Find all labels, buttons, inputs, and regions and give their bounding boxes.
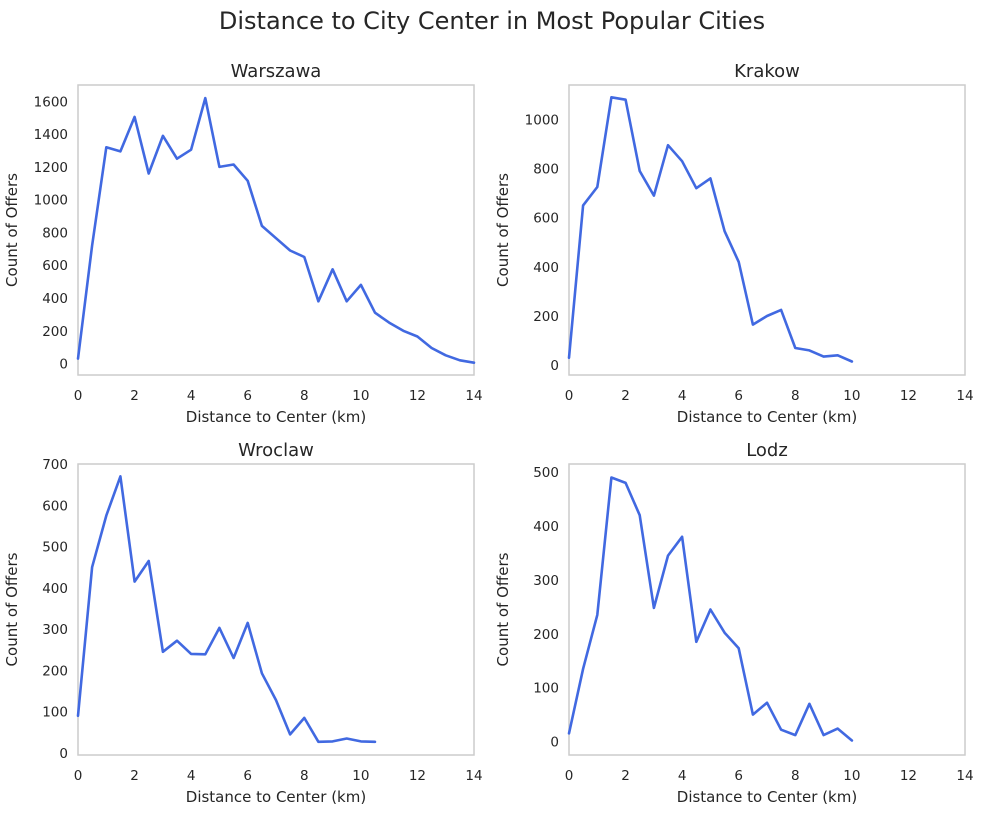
y-tick-label: 0	[59, 357, 68, 373]
x-tick-label: 14	[956, 388, 973, 404]
x-tick-label: 14	[465, 768, 482, 784]
y-tick-label: 1200	[34, 160, 68, 176]
x-tick-label: 12	[409, 388, 426, 404]
x-tick-label: 2	[621, 388, 630, 404]
x-tick-label: 6	[243, 768, 252, 784]
x-axis-label: Distance to Center (km)	[677, 788, 857, 806]
x-tick-label: 4	[187, 768, 196, 784]
x-tick-label: 0	[74, 768, 83, 784]
y-axis-label: Count of Offers	[494, 552, 512, 666]
y-tick-label: 500	[42, 540, 68, 556]
series-line	[76, 475, 377, 744]
plot-area	[568, 463, 966, 756]
x-tick-label: 8	[300, 768, 309, 784]
panel-warszawa: Warszawa Distance to Center (km) Count o…	[3, 61, 483, 426]
x-tick-label: 10	[352, 768, 369, 784]
y-tick-label: 1600	[34, 94, 68, 110]
x-tick-label: 4	[678, 388, 687, 404]
plot-area	[568, 84, 966, 376]
x-tick-label: 0	[565, 388, 574, 404]
figure-title: Distance to City Center in Most Popular …	[219, 7, 765, 35]
plot-area	[77, 84, 475, 376]
panel-krakow: Krakow Distance to Center (km) Count of …	[494, 61, 974, 426]
y-tick-label: 700	[42, 457, 68, 473]
x-axis-label: Distance to Center (km)	[677, 408, 857, 426]
x-tick-label: 10	[843, 388, 860, 404]
y-axis-label: Count of Offers	[3, 552, 21, 666]
panel-title: Lodz	[746, 440, 788, 461]
x-tick-label: 14	[956, 768, 973, 784]
y-tick-label: 100	[42, 705, 68, 721]
x-tick-label: 12	[900, 768, 917, 784]
y-axis-label: Count of Offers	[494, 173, 512, 287]
x-tick-label: 8	[300, 388, 309, 404]
x-tick-label: 10	[843, 768, 860, 784]
y-tick-label: 200	[42, 324, 68, 340]
x-tick-label: 8	[791, 768, 800, 784]
y-tick-label: 300	[42, 622, 68, 638]
plot-area	[77, 463, 475, 756]
y-tick-label: 0	[59, 746, 68, 762]
y-tick-label: 600	[533, 211, 559, 227]
y-tick-label: 1000	[525, 112, 559, 128]
y-tick-label: 500	[533, 465, 559, 481]
y-tick-label: 400	[533, 519, 559, 535]
x-axis-label: Distance to Center (km)	[186, 788, 366, 806]
y-tick-label: 200	[42, 663, 68, 679]
y-tick-label: 100	[533, 681, 559, 697]
x-tick-label: 2	[130, 388, 139, 404]
y-tick-label: 300	[533, 573, 559, 589]
x-axis-label: Distance to Center (km)	[186, 408, 366, 426]
x-tick-label: 2	[130, 768, 139, 784]
x-tick-label: 8	[791, 388, 800, 404]
y-tick-label: 200	[533, 309, 559, 325]
panel-title: Warszawa	[231, 61, 322, 82]
x-tick-label: 0	[74, 388, 83, 404]
panel-lodz: Lodz Distance to Center (km) Count of Of…	[494, 440, 974, 806]
y-tick-label: 0	[550, 735, 559, 751]
y-tick-label: 1400	[34, 127, 68, 143]
x-tick-label: 10	[352, 388, 369, 404]
y-tick-label: 0	[550, 358, 559, 374]
y-tick-label: 1000	[34, 193, 68, 209]
panel-wroclaw: Wroclaw Distance to Center (km) Count of…	[3, 440, 483, 806]
y-tick-label: 800	[42, 225, 68, 241]
y-tick-label: 600	[42, 498, 68, 514]
y-tick-label: 400	[42, 291, 68, 307]
y-tick-label: 800	[533, 162, 559, 178]
x-tick-label: 6	[734, 768, 743, 784]
x-tick-label: 2	[621, 768, 630, 784]
panel-title: Krakow	[734, 61, 800, 82]
x-tick-label: 4	[187, 388, 196, 404]
y-tick-label: 200	[533, 627, 559, 643]
x-tick-label: 6	[243, 388, 252, 404]
y-axis-label: Count of Offers	[3, 173, 21, 287]
x-tick-label: 6	[734, 388, 743, 404]
x-tick-label: 14	[465, 388, 482, 404]
x-tick-label: 4	[678, 768, 687, 784]
y-tick-label: 400	[42, 581, 68, 597]
y-tick-label: 400	[533, 260, 559, 276]
y-tick-label: 600	[42, 258, 68, 274]
panel-title: Wroclaw	[238, 440, 314, 461]
x-tick-label: 12	[900, 388, 917, 404]
x-tick-label: 0	[565, 768, 574, 784]
x-tick-label: 12	[409, 768, 426, 784]
